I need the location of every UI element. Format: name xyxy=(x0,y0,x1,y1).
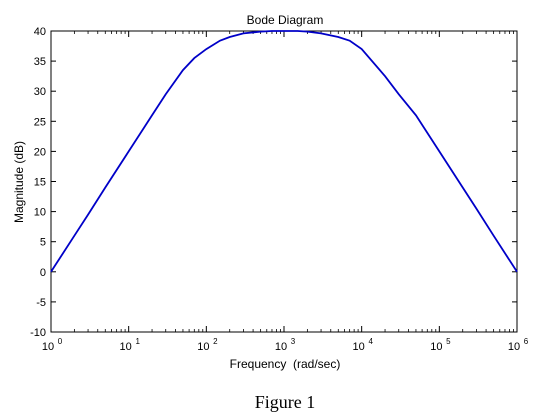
x-tick-exponent: 4 xyxy=(368,337,373,346)
figure-caption: Figure 1 xyxy=(255,392,316,412)
x-tick-labels: 10 0 10 1 10 2 10 3 10 4 10 5 10 6 xyxy=(42,337,529,353)
x-tick-label: 10 xyxy=(508,341,520,353)
x-tick-exponent: 0 xyxy=(58,337,63,346)
y-tick-label: 5 xyxy=(40,237,46,249)
x-tick-label: 10 xyxy=(430,341,442,353)
x-tick-label: 10 xyxy=(120,341,132,353)
x-tick-label: 10 xyxy=(42,341,54,353)
x-tick-exponent: 5 xyxy=(446,337,451,346)
y-tick-label: 20 xyxy=(34,146,46,158)
plot-frame xyxy=(50,30,518,333)
y-tick-label: 30 xyxy=(34,86,46,98)
x-tick-exponent: 3 xyxy=(291,337,296,346)
major-ticks xyxy=(50,30,518,333)
y-tick-label: 35 xyxy=(34,56,46,68)
y-tick-label: 15 xyxy=(34,177,46,189)
x-axis-label: Frequency (rad/sec) xyxy=(230,357,341,371)
y-tick-label: 40 xyxy=(34,26,46,38)
chart-title: Bode Diagram xyxy=(247,13,324,27)
x-tick-label: 10 xyxy=(275,341,287,353)
y-tick-label: 0 xyxy=(40,267,46,279)
y-tick-labels: 40 35 30 25 20 15 10 5 0 -5 -10 xyxy=(30,26,46,339)
y-tick-label: -10 xyxy=(30,327,46,339)
y-tick-label: 25 xyxy=(34,116,46,128)
y-axis-label: Magnitude (dB) xyxy=(12,141,26,223)
x-tick-exponent: 1 xyxy=(135,337,140,346)
y-tick-label: -5 xyxy=(36,297,46,309)
x-tick-exponent: 2 xyxy=(213,337,218,346)
x-tick-label: 10 xyxy=(197,341,209,353)
x-tick-exponent: 6 xyxy=(524,337,529,346)
y-tick-label: 10 xyxy=(34,207,46,219)
magnitude-series-line xyxy=(50,30,518,273)
x-tick-label: 10 xyxy=(353,341,365,353)
